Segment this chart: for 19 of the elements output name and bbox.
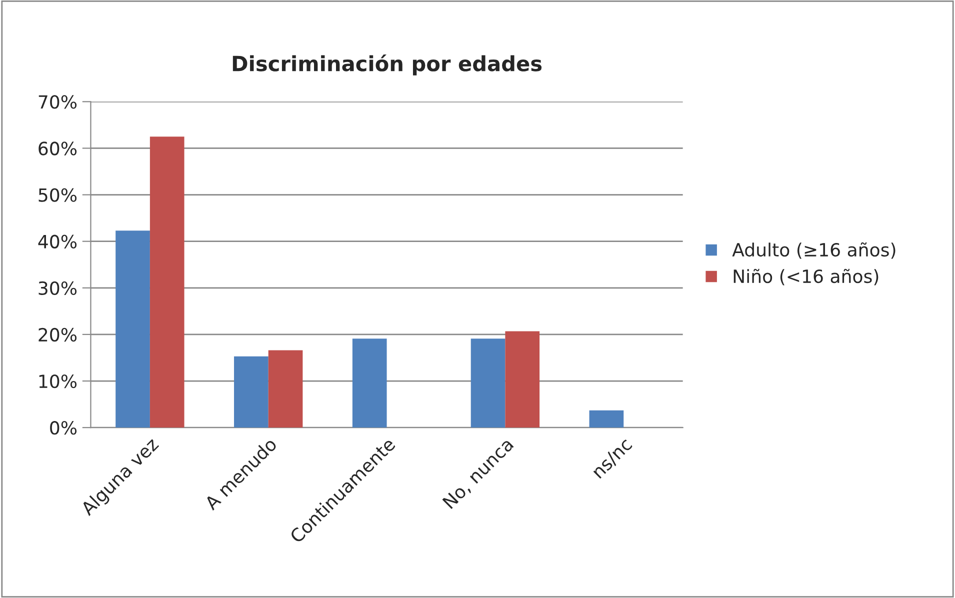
bar bbox=[505, 331, 540, 428]
chart-title: Discriminación por edades bbox=[232, 54, 542, 76]
bar bbox=[352, 338, 387, 428]
bar bbox=[589, 410, 624, 428]
y-tick-label: 10% bbox=[39, 374, 77, 388]
y-tick-label: 20% bbox=[38, 328, 77, 342]
bar bbox=[234, 356, 268, 428]
bar bbox=[150, 136, 184, 428]
y-tick-label: 60% bbox=[38, 142, 77, 156]
y-tick-label: 50% bbox=[38, 188, 77, 202]
bar bbox=[116, 230, 150, 428]
y-tick-label: 30% bbox=[38, 281, 77, 296]
bar bbox=[470, 338, 506, 428]
bar bbox=[268, 350, 303, 428]
y-tick-label: 0% bbox=[50, 421, 77, 435]
y-tick-label: 40% bbox=[38, 234, 77, 248]
y-tick-label: 70% bbox=[38, 95, 77, 109]
legend-label: Niño (<16 años) bbox=[734, 268, 878, 286]
legend-label: Adulto (≥16 años) bbox=[732, 242, 896, 259]
